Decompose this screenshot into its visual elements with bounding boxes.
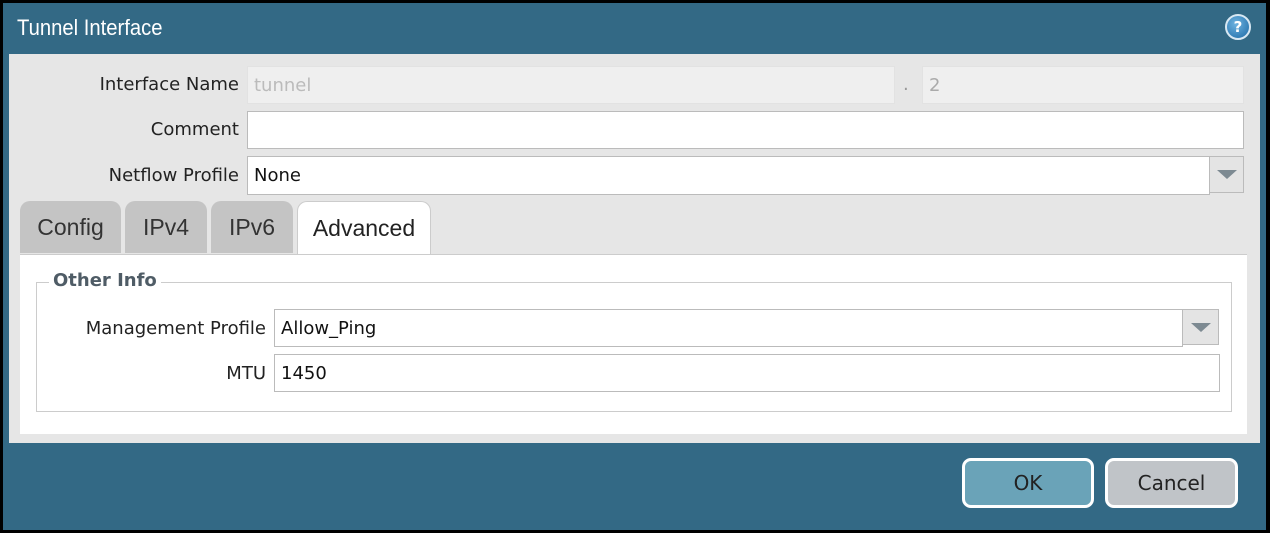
tab-config[interactable]: Config xyxy=(20,201,121,253)
interface-name-label: Interface Name xyxy=(99,74,239,95)
advanced-panel: Other Info Management Profile Allow_Ping… xyxy=(20,254,1247,434)
tab-ipv6[interactable]: IPv6 xyxy=(211,201,293,253)
ok-button[interactable]: OK xyxy=(962,458,1094,508)
other-info-group: Other Info Management Profile Allow_Ping… xyxy=(36,270,1232,412)
management-profile-dropdown-button[interactable] xyxy=(1182,309,1219,345)
cancel-button[interactable]: Cancel xyxy=(1105,458,1238,508)
interface-name-field: tunnel xyxy=(247,66,895,104)
dialog-title: Tunnel Interface xyxy=(17,15,163,40)
dialog-body: Interface Name tunnel . 2 Comment Netflo… xyxy=(9,54,1260,443)
comment-input[interactable] xyxy=(247,111,1244,149)
group-title: Other Info xyxy=(49,270,161,291)
tunnel-interface-dialog: Tunnel Interface ? Interface Name tunnel… xyxy=(3,3,1266,530)
mtu-input[interactable]: 1450 xyxy=(274,354,1220,392)
separator: . xyxy=(903,74,909,95)
mtu-label: MTU xyxy=(226,363,266,384)
interface-number-field: 2 xyxy=(922,66,1244,104)
tab-ipv4[interactable]: IPv4 xyxy=(125,201,207,253)
management-profile-label: Management Profile xyxy=(85,318,266,339)
netflow-dropdown-button[interactable] xyxy=(1209,156,1244,193)
netflow-label: Netflow Profile xyxy=(108,165,239,186)
help-icon[interactable]: ? xyxy=(1225,14,1251,40)
tab-advanced[interactable]: Advanced xyxy=(297,201,431,255)
comment-label: Comment xyxy=(150,119,239,140)
management-profile-select[interactable]: Allow_Ping xyxy=(274,309,1183,347)
chevron-down-icon xyxy=(1190,322,1211,332)
netflow-select[interactable]: None xyxy=(247,156,1210,195)
chevron-down-icon xyxy=(1216,170,1237,179)
